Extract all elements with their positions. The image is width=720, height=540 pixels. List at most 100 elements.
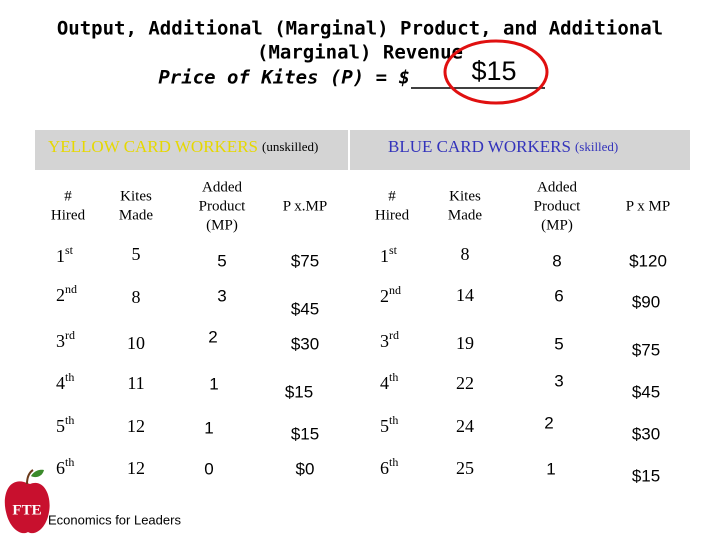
ordinal-suffix: th (65, 413, 74, 427)
title-line: (Marginal) Revenue (257, 42, 463, 64)
ordinal-number: 1 (380, 246, 389, 266)
ordinal: 3rd (380, 328, 399, 351)
header-band (35, 130, 348, 170)
ordinal: 4th (380, 370, 398, 393)
ordinal-number: 4 (380, 373, 389, 393)
column-header: # (388, 188, 396, 204)
ordinal: 2nd (56, 282, 77, 305)
kites-made: 5 (132, 244, 141, 264)
ordinal: 5th (380, 413, 398, 436)
kites-made: 24 (456, 416, 474, 436)
marginal-revenue: $15 (285, 382, 313, 401)
caption: Economics for Leaders (48, 512, 181, 527)
ordinal-suffix: st (389, 243, 398, 257)
column-header: # (64, 188, 72, 204)
kites-made: 10 (127, 333, 145, 353)
table-heading: YELLOW CARD WORKERS (unskilled) (48, 137, 318, 156)
column-header: Hired (375, 207, 410, 223)
column-header: Product (534, 198, 581, 214)
ordinal: 1st (56, 243, 74, 266)
marginal-revenue: $45 (632, 382, 660, 401)
column-header: Kites (449, 188, 481, 204)
table-heading: BLUE CARD WORKERS (skilled) (388, 137, 618, 156)
marginal-revenue: $45 (291, 299, 319, 318)
kites-made: 19 (456, 333, 474, 353)
marginal-revenue: $30 (291, 334, 319, 353)
column-header: (MP) (206, 217, 238, 233)
ordinal-suffix: th (389, 370, 398, 384)
marginal-product: 5 (217, 251, 226, 270)
kites-made: 11 (127, 373, 144, 393)
heading-text: YELLOW CARD WORKERS (48, 137, 258, 156)
ordinal: 6th (56, 455, 74, 478)
marginal-product: 8 (552, 251, 561, 270)
marginal-product: 6 (554, 286, 563, 305)
column-header: (MP) (541, 217, 573, 233)
ordinal-suffix: rd (65, 328, 75, 342)
marginal-revenue: $30 (632, 424, 660, 443)
kites-made: 25 (456, 458, 474, 478)
ordinal: 1st (380, 243, 398, 266)
marginal-revenue: $75 (632, 340, 660, 359)
ordinal-number: 5 (380, 416, 389, 436)
column-header: Added (202, 179, 242, 195)
ordinal-number: 5 (56, 416, 65, 436)
marginal-product: 3 (217, 286, 226, 305)
marginal-revenue: $120 (629, 251, 667, 270)
marginal-product: 5 (554, 334, 563, 353)
marginal-product: 1 (546, 459, 555, 478)
ordinal: 4th (56, 370, 74, 393)
ordinal: 2nd (380, 283, 401, 306)
ordinal-suffix: st (65, 243, 74, 257)
header-band (350, 130, 690, 170)
ordinal: 5th (56, 413, 74, 436)
marginal-revenue: $15 (632, 466, 660, 485)
column-header: P x.MP (283, 198, 327, 214)
kites-made: 22 (456, 373, 474, 393)
column-header: P x MP (626, 198, 670, 214)
heading-note: (unskilled) (262, 139, 318, 154)
marginal-revenue: $90 (632, 292, 660, 311)
marginal-product: 1 (204, 418, 213, 437)
column-header: Product (199, 198, 246, 214)
ordinal-suffix: th (389, 455, 398, 469)
kites-made: 12 (127, 416, 145, 436)
ordinal-suffix: rd (389, 328, 399, 342)
column-header: Hired (51, 207, 86, 223)
marginal-product: 2 (544, 413, 553, 432)
ordinal-number: 6 (56, 458, 65, 478)
ordinal-suffix: th (65, 455, 74, 469)
marginal-revenue: $15 (291, 424, 319, 443)
marginal-product: 1 (209, 374, 218, 393)
price-label: Price of Kites (P) = $ (158, 67, 410, 89)
ordinal-number: 3 (380, 331, 389, 351)
kites-made: 8 (461, 244, 470, 264)
ordinal: 3rd (56, 328, 75, 351)
marginal-revenue: $0 (296, 459, 315, 478)
heading-note: (skilled) (575, 139, 618, 154)
marginal-product: 3 (554, 371, 563, 390)
ordinal-suffix: th (65, 370, 74, 384)
marginal-revenue: $75 (291, 251, 319, 270)
ordinal-number: 2 (380, 286, 389, 306)
marginal-product: 0 (204, 459, 213, 478)
ordinal-number: 4 (56, 373, 65, 393)
ordinal-number: 1 (56, 246, 65, 266)
column-header: Made (119, 207, 153, 223)
column-header: Kites (120, 188, 152, 204)
kites-made: 8 (132, 287, 141, 307)
ordinal-suffix: nd (65, 282, 77, 296)
ordinal-number: 6 (380, 458, 389, 478)
kites-made: 12 (127, 458, 145, 478)
heading-text: BLUE CARD WORKERS (388, 137, 571, 156)
kites-made: 14 (456, 285, 474, 305)
logo: FTE (4, 469, 50, 534)
column-header: Made (448, 207, 482, 223)
ordinal-suffix: nd (389, 283, 401, 297)
title-line: Output, Additional (Marginal) Product, a… (57, 18, 663, 40)
logo-text: FTE (12, 502, 41, 518)
marginal-product: 2 (208, 327, 217, 346)
ordinal-number: 3 (56, 331, 65, 351)
ordinal: 6th (380, 455, 398, 478)
